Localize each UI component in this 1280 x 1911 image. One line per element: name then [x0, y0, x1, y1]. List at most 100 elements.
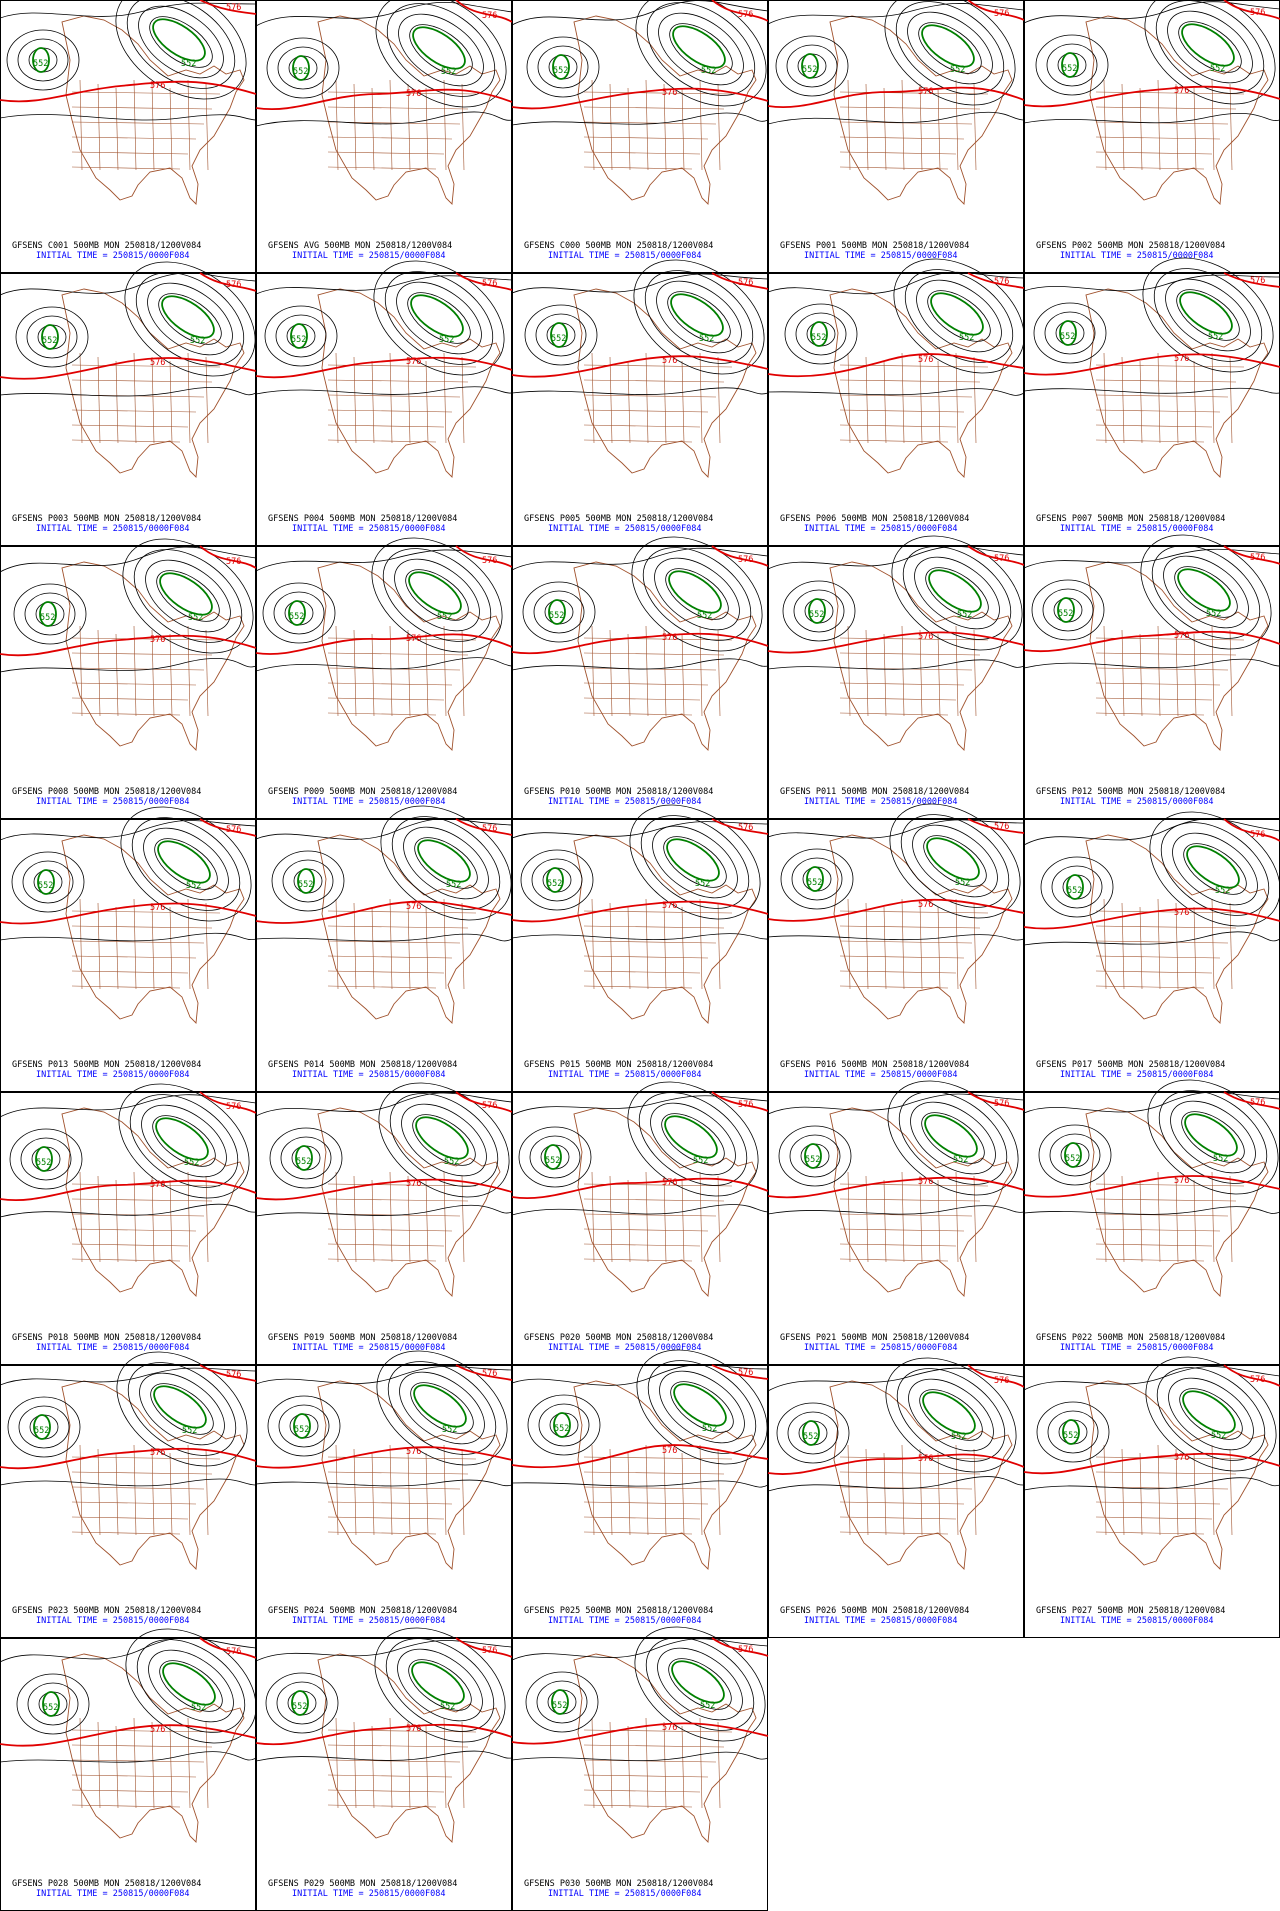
panel-caption: GFSENS P004 500MB MON 250818/1200V084	[268, 514, 457, 524]
contour-label: 552	[441, 67, 456, 77]
state-line	[901, 1171, 905, 1263]
coastline	[573, 15, 757, 205]
contour	[139, 1372, 225, 1446]
contour	[255, 1750, 513, 1762]
contour	[394, 558, 480, 632]
panel-caption: GFSENS P025 500MB MON 250818/1200V084	[524, 1606, 713, 1616]
panel-caption: GFSENS P016 500MB MON 250818/1200V084	[780, 1060, 969, 1070]
contour	[767, 934, 1025, 941]
height-contours	[1023, 1356, 1280, 1491]
state-lines	[1095, 79, 1245, 171]
panel-caption: GFSENS P023 500MB MON 250818/1200V084	[12, 1606, 201, 1616]
state-line	[115, 360, 119, 444]
contour-552	[551, 1689, 569, 1715]
contour	[11, 851, 85, 913]
map-panel: 552 552 576 576 GFSENS C001 500MB MON 250818…	[0, 0, 257, 273]
state-line	[327, 940, 461, 944]
state-line	[71, 166, 181, 170]
contour-label: 552	[700, 1701, 715, 1711]
state-line	[919, 83, 923, 171]
state-line	[205, 1175, 209, 1263]
contour	[659, 1370, 745, 1444]
contour	[522, 581, 596, 643]
contour-576	[0, 1179, 257, 1202]
map-panel: 552 552 576 576 GFSENS P003 500MB MON 250818…	[0, 261, 257, 546]
state-line	[371, 360, 375, 444]
state-line	[627, 360, 631, 444]
state-line	[1229, 902, 1233, 990]
state-line	[425, 1725, 429, 1809]
contour-label: 576	[150, 1448, 165, 1458]
state-line	[327, 379, 469, 383]
contour	[127, 1362, 237, 1456]
state-line	[883, 633, 887, 717]
contour-576	[0, 634, 257, 657]
state-line	[663, 902, 667, 990]
state-lines	[583, 1171, 733, 1263]
contour-label: 552	[953, 1155, 968, 1165]
contour	[145, 559, 231, 633]
contour	[255, 818, 513, 840]
contour-552	[546, 867, 564, 893]
state-line	[609, 902, 613, 990]
contour	[13, 583, 87, 645]
state-line	[335, 79, 339, 171]
state-line	[1095, 1258, 1205, 1262]
contour-552	[1066, 874, 1084, 900]
state-line	[461, 1721, 465, 1809]
contour	[896, 1368, 1006, 1462]
state-line	[115, 633, 119, 717]
state-line	[583, 1744, 725, 1748]
contour	[126, 0, 236, 89]
state-line	[1121, 356, 1125, 444]
contour	[511, 1638, 769, 1661]
contour	[276, 1681, 328, 1725]
contour-576	[767, 898, 1025, 922]
contour-label: 576	[1174, 631, 1189, 641]
state-line	[407, 83, 411, 171]
contour	[645, 1637, 755, 1731]
contour	[537, 45, 589, 89]
contour-552	[802, 1420, 820, 1446]
state-line	[955, 1444, 959, 1536]
contour	[384, 271, 494, 365]
map-panel: 552 552 576 576 GFSENS C000 500MB MON 250818…	[511, 0, 769, 273]
state-line	[839, 439, 949, 443]
state-line	[1175, 356, 1179, 444]
state-line	[1121, 1448, 1125, 1536]
state-line	[591, 1444, 595, 1536]
contour-label: 552	[1058, 609, 1073, 619]
contour	[159, 1660, 223, 1712]
contour	[0, 658, 257, 673]
state-line	[1095, 970, 1213, 974]
contour-label: 552	[1215, 886, 1230, 896]
contour-576	[711, 1637, 769, 1657]
map-panel: 552 552 576 576 GFSENS P026 500MB MON 250818…	[767, 1357, 1025, 1638]
state-lines	[71, 79, 221, 171]
contour-label: 552	[547, 879, 562, 889]
panel-caption: GFSENS P002 500MB MON 250818/1200V084	[1036, 241, 1225, 251]
panel-border	[0, 0, 256, 273]
state-line	[71, 364, 221, 368]
state-line	[335, 898, 339, 990]
state-line	[839, 697, 957, 701]
contour-552	[1059, 320, 1077, 346]
height-contours	[511, 1349, 769, 1488]
contour	[795, 312, 847, 356]
state-line	[335, 625, 339, 717]
contour-label: 552	[1062, 64, 1077, 74]
state-line	[371, 87, 375, 171]
state-line	[371, 633, 375, 717]
state-line	[205, 629, 209, 717]
state-line	[865, 356, 869, 444]
contour-552	[293, 1413, 311, 1439]
panel-caption: GFSENS P008 500MB MON 250818/1200V084	[12, 787, 201, 797]
coastline	[573, 834, 757, 1024]
state-line	[973, 902, 977, 990]
contour-label: 552	[951, 1432, 966, 1442]
contour	[908, 1378, 994, 1452]
state-line	[327, 1258, 437, 1262]
contour	[410, 1382, 474, 1434]
state-line	[699, 1171, 703, 1263]
